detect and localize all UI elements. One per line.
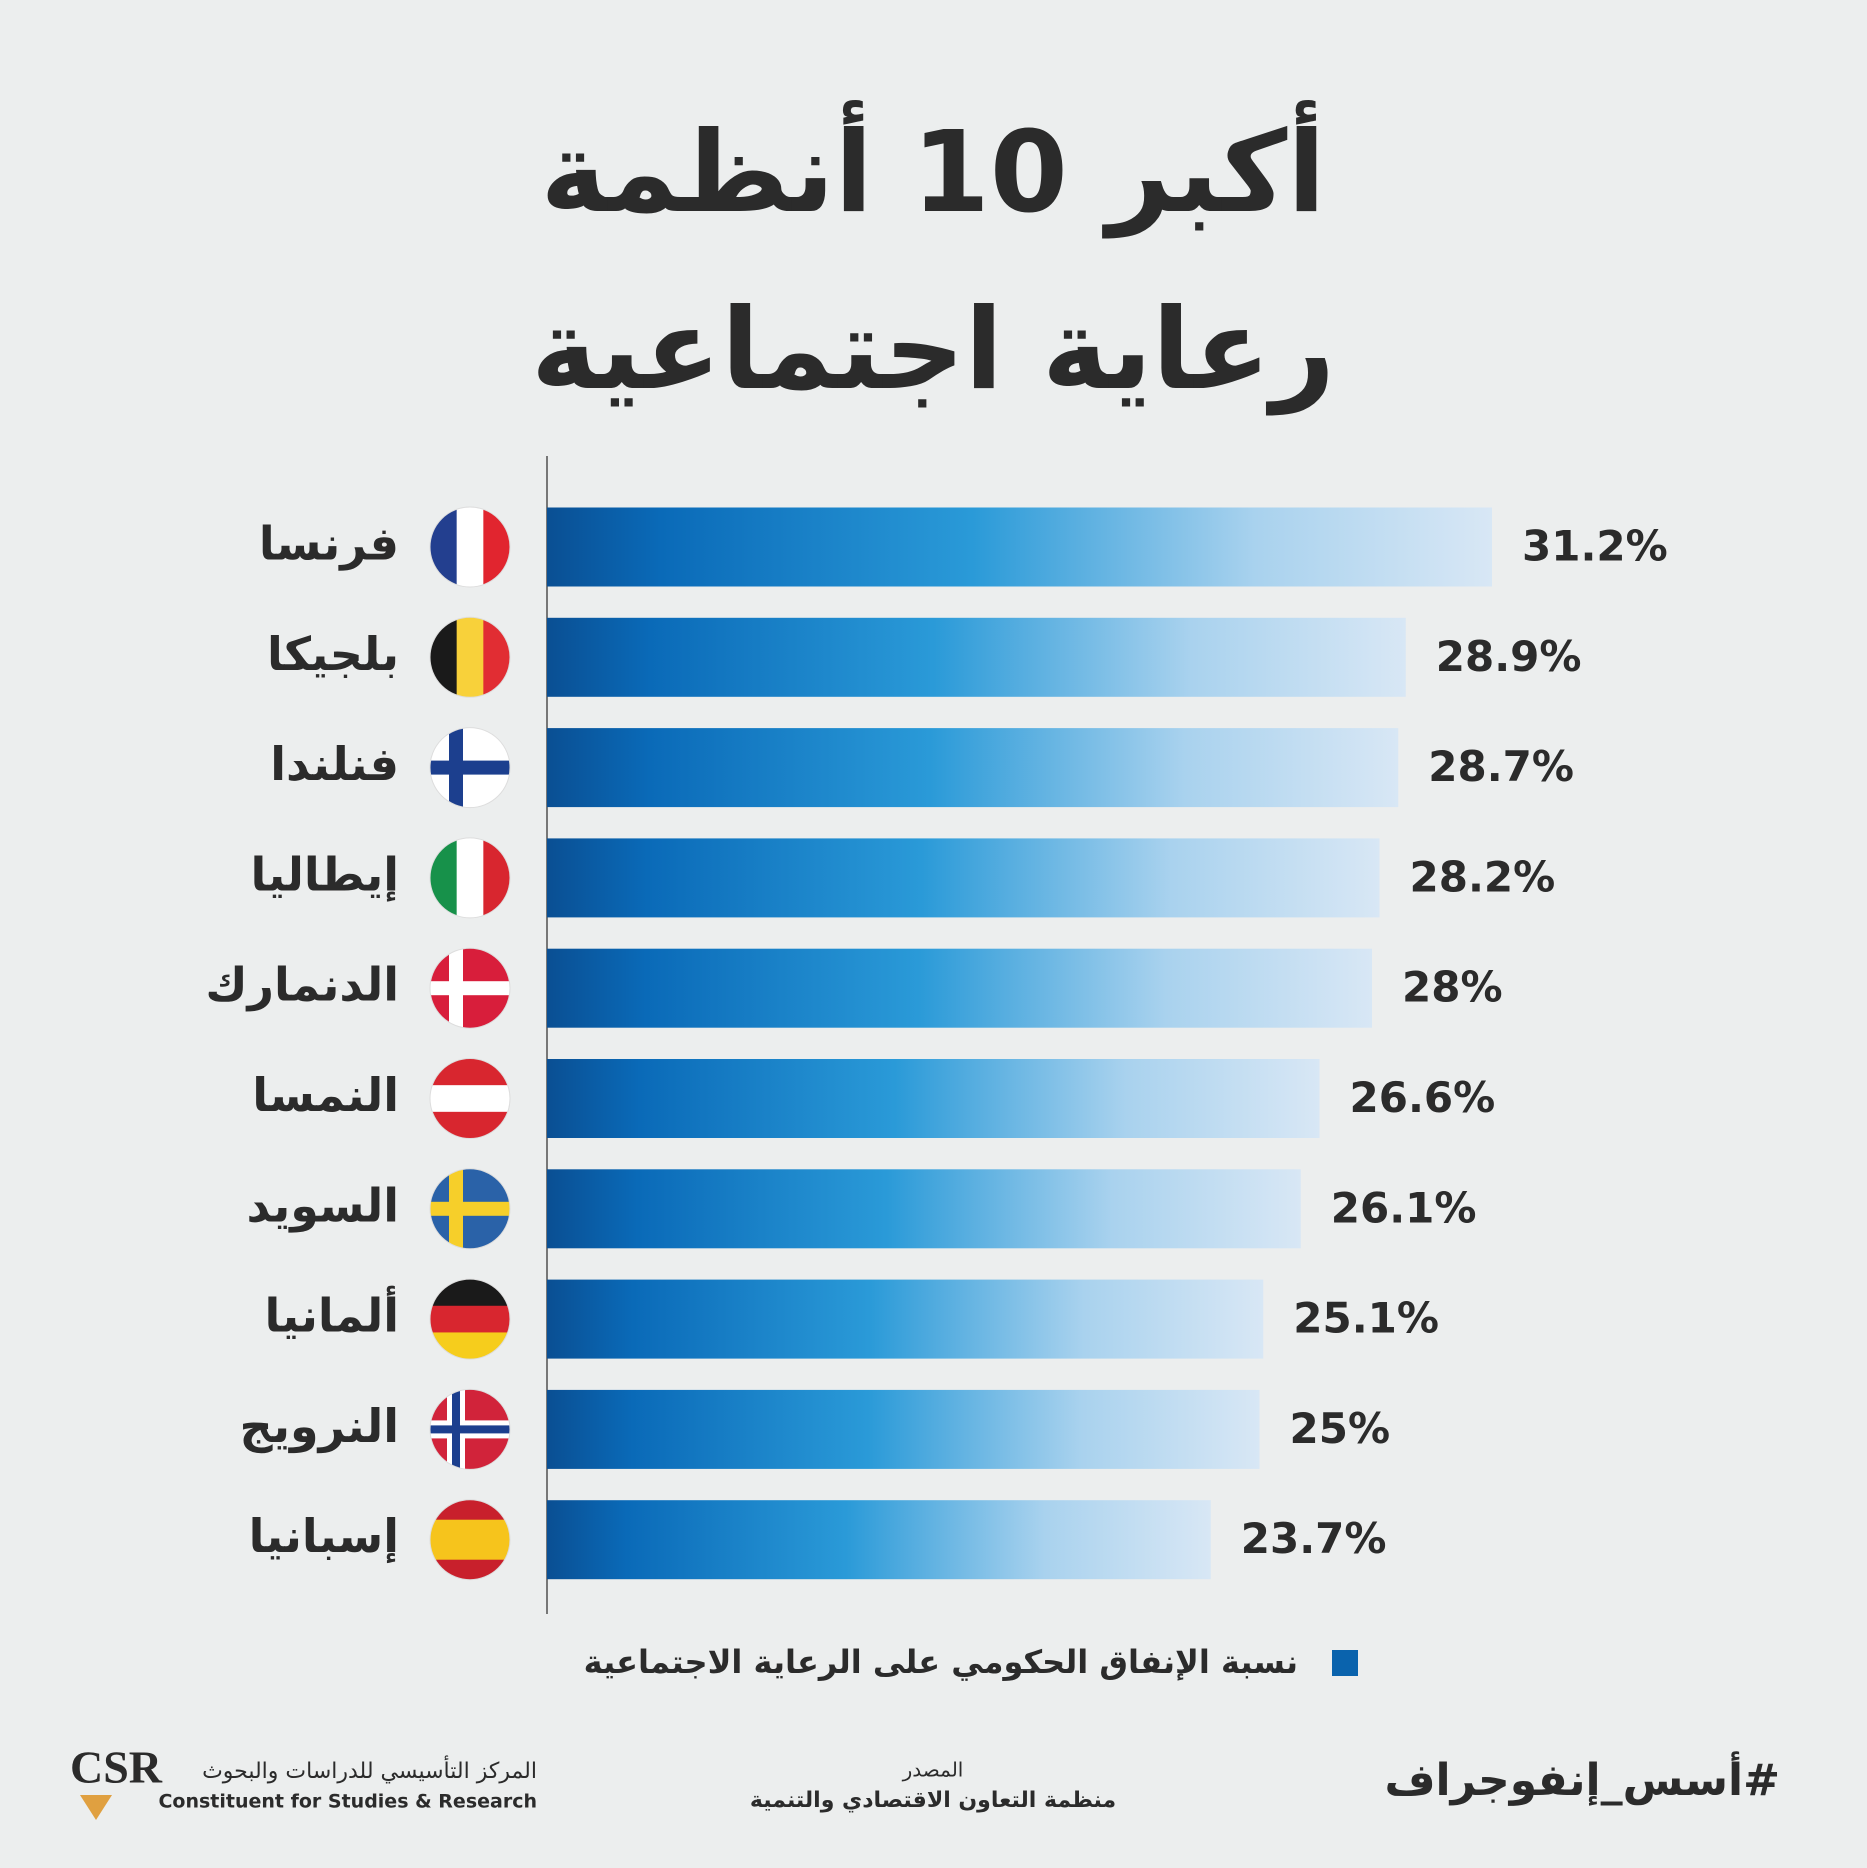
- logo-mark: CSR: [70, 1742, 163, 1793]
- category-label: السويد: [246, 1178, 399, 1232]
- value-label: 28.9%: [1436, 632, 1582, 681]
- flag-stripe: [456, 507, 485, 587]
- flag-cross: [449, 1168, 463, 1249]
- value-label: 28%: [1402, 963, 1503, 1012]
- bar: [547, 1169, 1301, 1249]
- flag-cross: [452, 1389, 460, 1470]
- flag: [430, 1168, 510, 1249]
- flag-stripe: [430, 1539, 510, 1561]
- legend-swatch: [1332, 1650, 1358, 1676]
- value-label: 25.1%: [1293, 1294, 1439, 1343]
- value-label: 26.6%: [1350, 1073, 1496, 1122]
- flag-cross: [430, 1201, 510, 1216]
- flag-stripe: [456, 837, 485, 918]
- value-label: 28.7%: [1428, 742, 1574, 791]
- category-label: فرنسا: [259, 517, 399, 571]
- bar: [547, 728, 1399, 808]
- value-label: 25%: [1290, 1404, 1391, 1453]
- logo-name-en: Constituent for Studies & Research: [158, 1791, 537, 1813]
- flag-border: [429, 837, 511, 919]
- value-label: 23.7%: [1241, 1514, 1387, 1563]
- category-label: الدنمارك: [205, 958, 399, 1012]
- bar: [547, 948, 1372, 1028]
- flag: [430, 727, 510, 808]
- category-label: ألمانيا: [265, 1286, 399, 1343]
- category-label: بلجيكا: [267, 627, 399, 681]
- flag-cross: [430, 760, 510, 775]
- flag: [430, 948, 510, 1029]
- value-label: 28.2%: [1410, 852, 1556, 901]
- logo-icon: [80, 1795, 112, 1820]
- bar: [547, 838, 1380, 918]
- category-label: فنلندا: [270, 737, 399, 791]
- source: منظمة التعاون الاقتصادي والتنمية: [750, 1788, 1116, 1813]
- bar: [547, 507, 1492, 587]
- flag-border: [429, 1278, 511, 1360]
- value-label: 31.2%: [1522, 522, 1668, 571]
- category-label: إسبانيا: [249, 1509, 399, 1564]
- value-label: 26.1%: [1331, 1183, 1477, 1232]
- flag-border: [429, 1168, 511, 1250]
- flag-cross: [430, 981, 510, 996]
- logo-name-ar: المركز التأسيسي للدراسات والبحوث: [202, 1755, 537, 1784]
- category-label: إيطاليا: [251, 847, 399, 902]
- flag-border: [429, 616, 511, 698]
- bar: [547, 1389, 1260, 1469]
- flag-stripe: [430, 1305, 510, 1334]
- flag-cross: [449, 948, 463, 1029]
- flag-cross: [449, 727, 463, 808]
- bar: [547, 617, 1406, 697]
- hashtag: #أسس_إنفوجراف: [1384, 1751, 1780, 1806]
- source-label: المصدر: [902, 1758, 964, 1782]
- flag-border: [429, 1388, 511, 1470]
- bar: [547, 1500, 1211, 1580]
- flag: [430, 1389, 510, 1470]
- flag-border: [429, 727, 511, 809]
- legend-label: نسبة الإنفاق الحكومي على الرعاية الاجتما…: [584, 1643, 1298, 1681]
- flag-border: [429, 1058, 511, 1139]
- flag-stripe: [456, 617, 485, 698]
- flag-stripe: [430, 1085, 510, 1113]
- bar: [547, 1279, 1264, 1359]
- category-label: النرويج: [240, 1399, 399, 1453]
- flag-border: [429, 1499, 511, 1581]
- flag-border: [429, 947, 511, 1029]
- flag-border: [429, 506, 511, 588]
- flag-cross: [430, 1425, 510, 1434]
- flag-stripe: [430, 1519, 510, 1541]
- chart-title: أكبر 10 أنظمة: [540, 100, 1325, 238]
- category-label: النمسا: [252, 1068, 399, 1122]
- bar: [547, 1059, 1320, 1138]
- chart-title: رعاية اجتماعية: [531, 285, 1335, 415]
